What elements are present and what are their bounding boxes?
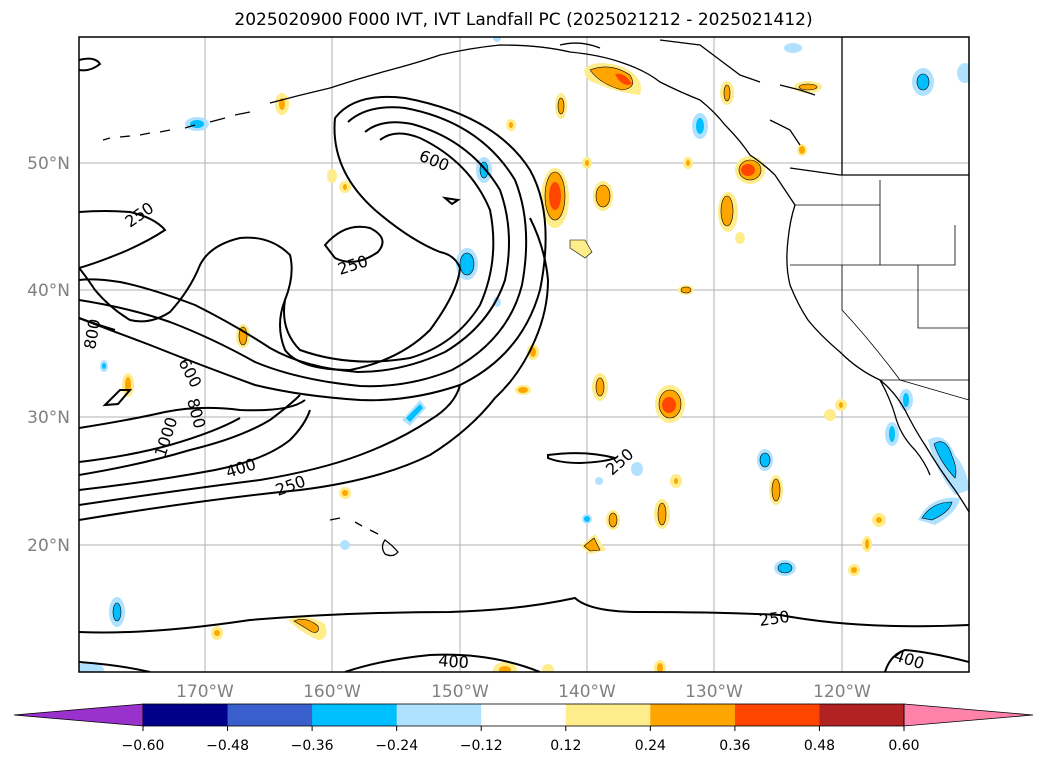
lon-label: 170°W bbox=[176, 682, 234, 702]
colorbar-segment bbox=[481, 704, 567, 726]
colorbar-segment bbox=[819, 704, 905, 726]
colorbar-segment bbox=[227, 704, 313, 726]
lat-label: 40°N bbox=[27, 281, 70, 301]
contour-label: 400 bbox=[438, 651, 470, 672]
contour-label: 250 bbox=[602, 444, 637, 479]
coastlines bbox=[102, 37, 969, 557]
state-borders bbox=[790, 180, 969, 401]
colorbar-extend-high bbox=[903, 703, 1034, 727]
colorbar-segment bbox=[143, 704, 229, 726]
colorbar-tick-label: 0.48 bbox=[804, 738, 835, 754]
figure-title: 2025020900 F000 IVT, IVT Landfall PC (20… bbox=[234, 10, 813, 30]
pc-fill-blobs bbox=[79, 37, 969, 672]
colorbar: −0.60 −0.48 −0.36 −0.24 −0.12 0.12 0.24 0.36 0.4… bbox=[13, 703, 1034, 754]
ivt-contours bbox=[79, 57, 969, 672]
colorbar-tick-label: 0.24 bbox=[635, 738, 666, 754]
map-frame bbox=[78, 36, 970, 673]
colorbar-tick-label: −0.60 bbox=[122, 738, 165, 754]
colorbar-tick-label: −0.48 bbox=[206, 738, 249, 754]
lat-label: 20°N bbox=[27, 536, 70, 556]
lon-label: 140°W bbox=[558, 682, 616, 702]
lon-labels: 170°W 160°W 150°W 140°W 130°W 120°W bbox=[176, 682, 871, 702]
contour-label: 600 bbox=[174, 355, 205, 391]
colorbar-segment bbox=[312, 704, 398, 726]
map-content bbox=[79, 37, 969, 672]
lat-labels: 50°N 40°N 30°N 20°N bbox=[27, 154, 70, 556]
colorbar-tick-label: 0.36 bbox=[719, 738, 750, 754]
colorbar-tick-label: −0.36 bbox=[291, 738, 334, 754]
contour-label: 250 bbox=[758, 607, 791, 630]
gridlines bbox=[79, 37, 969, 672]
lat-label: 50°N bbox=[27, 154, 70, 174]
contour-label: 400 bbox=[892, 646, 927, 674]
colorbar-tick-label: 0.60 bbox=[888, 738, 919, 754]
contour-label: 400 bbox=[223, 454, 258, 482]
colorbar-segment bbox=[734, 704, 820, 726]
lon-label: 150°W bbox=[431, 682, 489, 702]
lat-label: 30°N bbox=[27, 408, 70, 428]
colorbar-extend-low bbox=[13, 703, 144, 727]
colorbar-tick-label: 0.12 bbox=[550, 738, 581, 754]
colorbar-frame bbox=[142, 703, 905, 727]
colorbar-segment bbox=[396, 704, 482, 726]
colorbar-segment bbox=[650, 704, 736, 726]
contour-label: 250 bbox=[121, 198, 157, 231]
colorbar-segment bbox=[565, 704, 651, 726]
colorbar-tick-label: −0.12 bbox=[460, 738, 503, 754]
lon-label: 120°W bbox=[813, 682, 871, 702]
contour-labels: 250 600 250 800 600 800 1000 400 250 250… bbox=[80, 146, 926, 673]
colorbar-tick-label: −0.24 bbox=[375, 738, 418, 754]
contour-label: 600 bbox=[417, 146, 452, 175]
contour-label: 1000 bbox=[151, 415, 182, 460]
contour-label: 800 bbox=[80, 317, 104, 350]
lon-label: 130°W bbox=[685, 682, 743, 702]
lon-label: 160°W bbox=[303, 682, 361, 702]
contour-label: 250 bbox=[273, 471, 308, 499]
contour-label: 250 bbox=[335, 251, 370, 279]
